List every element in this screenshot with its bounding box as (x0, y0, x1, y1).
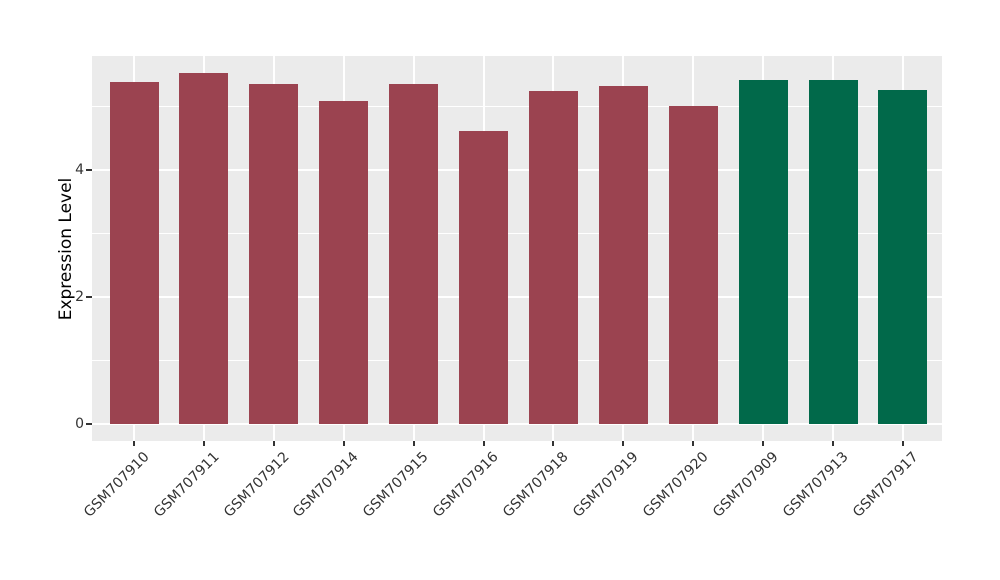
bar-GSM707909 (738, 80, 788, 424)
bar-GSM707912 (249, 83, 299, 424)
x-tick-mark (272, 441, 275, 446)
y-tick-mark (86, 296, 92, 298)
x-tick-label: GSM707909 (709, 449, 782, 521)
y-tick-mark (86, 423, 92, 425)
x-tick-mark (762, 441, 765, 446)
x-tick-mark (133, 441, 135, 446)
bar-GSM707917 (878, 89, 928, 424)
horizontal-gridlines-layer (92, 56, 942, 441)
bars-layer (92, 56, 942, 441)
bar-GSM707916 (459, 130, 508, 424)
x-tick-mark (552, 441, 555, 446)
x-tick-label: GSM707911 (150, 449, 223, 521)
x-tick-mark (412, 441, 415, 446)
x-tick-mark (482, 441, 485, 446)
h-gridline-minor (92, 106, 942, 107)
bar-GSM707919 (598, 86, 648, 424)
x-tick-label: GSM707915 (360, 449, 432, 521)
x-tick-label: GSM707912 (220, 449, 293, 521)
plot-panel (92, 56, 942, 441)
bar-GSM707915 (389, 84, 439, 424)
h-gridline-minor (92, 360, 942, 361)
bar-GSM707911 (179, 73, 229, 424)
h-gridline-major (92, 423, 942, 425)
bar-GSM707918 (528, 91, 578, 424)
x-tick-mark (622, 441, 625, 446)
y-tick-label: 4 (75, 162, 84, 178)
h-gridline-major (92, 296, 942, 298)
y-tick-label: 0 (75, 416, 84, 432)
x-tick-label: GSM707917 (849, 449, 922, 521)
x-tick-label: GSM707916 (430, 449, 502, 521)
bar-GSM707913 (808, 80, 858, 424)
x-tick-label: GSM707913 (779, 449, 852, 521)
x-tick-mark (832, 441, 834, 446)
x-tick-label: GSM707910 (80, 449, 153, 521)
x-tick-mark (901, 441, 904, 446)
h-gridline-minor (92, 233, 942, 234)
x-tick-mark (692, 441, 695, 446)
h-gridline-major (92, 169, 942, 171)
x-tick-mark (342, 441, 345, 446)
x-tick-label: GSM707914 (290, 449, 363, 521)
y-tick-label: 2 (75, 289, 84, 305)
x-tick-label: GSM707919 (570, 449, 642, 521)
x-tick-label: GSM707918 (500, 449, 572, 521)
bar-GSM707920 (668, 105, 718, 424)
x-tick-mark (202, 441, 205, 446)
x-tick-label: GSM707920 (639, 449, 712, 521)
bar-GSM707914 (319, 101, 369, 424)
y-axis-title: Expression Level (56, 177, 76, 321)
bar-GSM707910 (109, 81, 159, 424)
y-tick-mark (86, 169, 92, 171)
